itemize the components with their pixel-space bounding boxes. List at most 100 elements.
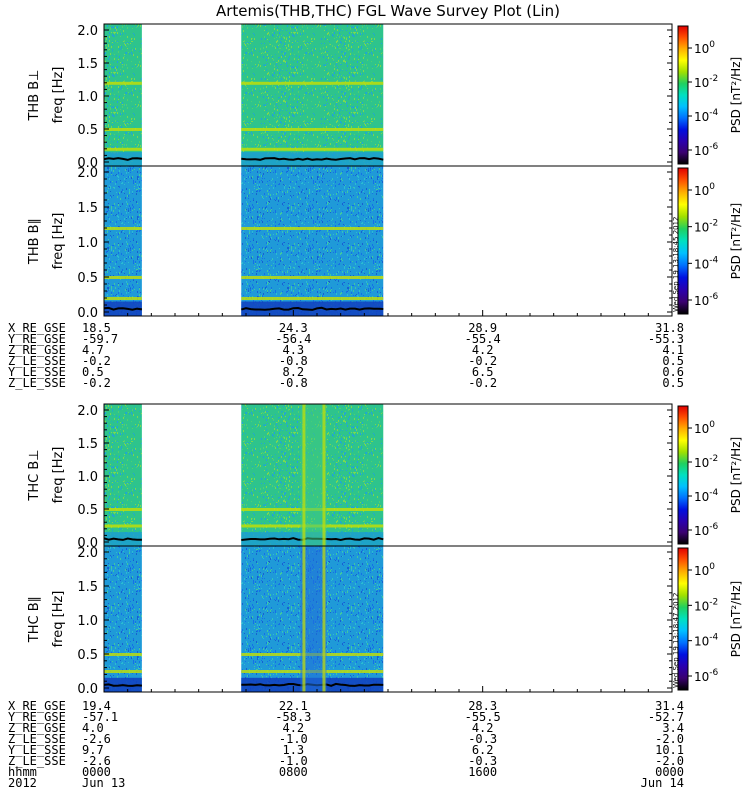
ephemeris-row-label: Z_LE_SSE [8,754,66,768]
timestamp-stamp: Wed Sep 19 13:18:45 2012 [672,216,680,312]
y-tick-label: 1.5 [77,57,98,72]
ephemeris-row-label: X_RE_GSE [8,321,66,335]
ephemeris-value: 0.5 [662,376,684,390]
y-axis-label: freq [Hz] [51,67,66,124]
ephemeris-row-label: Y_LE_SSE [8,743,66,757]
ephemeris-value: 4.3 [282,343,304,357]
ephemeris-value: 0000 [82,765,111,779]
ephemeris-value: -56.4 [275,332,311,346]
y-axis-label: freq [Hz] [51,447,66,504]
emission-line [104,147,142,151]
ephemeris-value: 6.5 [472,365,494,379]
colorbar-label: PSD [nT²/Hz] [729,57,743,133]
ephemeris-value: 3.4 [662,721,684,735]
spectrogram-panels: 0.0 0.5 1.0 1.5 2.0 freq [Hz] THB B⊥ 100 10-2 10-… [27,23,743,697]
y-tick-label: 2.0 [77,24,98,39]
panel-thb-perp: 0.0 0.5 1.0 1.5 2.0 freq [Hz] THB B⊥ 100 10-2 10-… [27,23,743,171]
y-tick-label: 1.0 [77,90,98,105]
colorbar-tick-label: 10-4 [694,633,719,649]
emission-line [241,227,384,230]
ephemeris-row-label: Y_LE_SSE [8,365,66,379]
ephemeris-value: -0.8 [279,354,308,368]
ephemeris-value: -55.5 [465,710,501,724]
ephemeris-value: 10.1 [655,743,684,757]
ephemeris-value: 4.2 [282,721,304,735]
panel-frame [103,23,673,167]
vertical-emission [302,404,306,546]
y-tick-label: 0.0 [77,536,98,551]
ephemeris-value: 1600 [468,765,497,779]
ephemeris-value: 31.4 [655,699,684,713]
colorbar-tick-label: 10-2 [694,454,718,470]
y-tick-label: 0.5 [77,123,98,138]
ephemeris-value: -58.3 [275,710,311,724]
ephemeris-value: 28.3 [468,699,497,713]
ephemeris-row-label: Y_RE_GSE [8,332,66,346]
ephemeris-value: 0000 [655,765,684,779]
colorbar-label: PSD [nT²/Hz] [729,203,743,279]
colorbar-tick-label: 10-6 [694,522,719,538]
ephemeris-value: -1.0 [279,754,308,768]
y-tick-label: 1.5 [77,201,98,216]
colorbar-tick-label: 10-6 [694,668,719,684]
vertical-emission [322,404,326,546]
colorbar-tick-label: 100 [694,420,715,436]
ephemeris-value: 28.9 [468,321,497,335]
ephemeris-row-label: Z_RE_GSE [8,721,66,735]
y-tick-label: 1.5 [77,437,98,452]
y-tick-label: 1.0 [77,470,98,485]
ephemeris-value: 22.1 [279,699,308,713]
y-tick-label: 1.5 [77,580,98,595]
ephemeris-value: 4.0 [82,721,104,735]
y-tick-label: 0.5 [77,503,98,518]
ephemeris-value: -2.0 [655,754,684,768]
colorbar-label: PSD [nT²/Hz] [729,581,743,657]
ephemeris-tables: X_RE_GSE 18.5 24.3 28.9 31.8 Y_RE_GSE -59.7 -56… [8,321,684,790]
panel-thc-par: 0.0 0.5 1.0 1.5 2.0 freq [Hz] THC B∥ 100 10-2 10-… [27,545,743,697]
emission-line [104,670,142,673]
panel-frame [103,403,673,547]
emission-line [241,276,384,279]
panel-label: THB B⊥ [27,69,42,121]
y-axis-label: freq [Hz] [51,213,66,270]
colorbar-tick-label: 10-4 [694,488,719,504]
panel-thc-perp: 0.0 0.5 1.0 1.5 2.0 freq [Hz] THC B⊥ 100 10-2 10-… [27,403,743,551]
emission-line [104,524,142,528]
colorbar-tick-label: 100 [694,40,715,56]
y-tick-label: 2.0 [77,404,98,419]
ephemeris-row-label: Z_LE_SSE [8,732,66,746]
ephemeris-value: 18.5 [82,321,111,335]
gyro-frequency-trace [103,157,143,161]
ephemeris-value: 4.1 [662,343,684,357]
emission-line [241,81,384,85]
gyro-frequency-trace [103,537,142,541]
emission-line [241,147,384,151]
emission-line [241,128,384,131]
y-axis-label: freq [Hz] [51,591,66,648]
ephemeris-value: 0800 [279,765,308,779]
colorbar-tick-label: 10-4 [694,255,719,271]
colorbar-tick-label: 10-6 [694,142,719,158]
emission-line [104,508,142,511]
y-tick-label: 0.0 [77,306,98,321]
ephemeris-value: -1.0 [279,732,308,746]
ephemeris-value: 1.3 [282,743,304,757]
timestamp-stamp: Wed Sep 19 13:18:47 2012 [672,592,680,688]
ephemeris-value: -0.2 [468,376,497,390]
ephemeris-row-label: 2012 [8,776,37,790]
ephemeris-thb: X_RE_GSE 18.5 24.3 28.9 31.8 Y_RE_GSE -59.7 -56… [8,321,684,390]
ephemeris-row-label: hhmm [8,765,37,779]
colorbar-tick-label: 10-6 [694,292,719,308]
spectrogram-block [104,546,142,692]
ephemeris-value: -55.4 [465,332,501,346]
ephemeris-thc: X_RE_GSE 19.4 22.1 28.3 31.4 Y_RE_GSE -57.1 -58… [8,699,684,790]
colorbar-tick-label: 10-4 [694,108,719,124]
gyro-frequency-trace [103,683,142,687]
y-tick-label: 2.0 [77,166,98,181]
y-tick-label: 0.0 [77,156,98,171]
ephemeris-value: -52.7 [648,710,684,724]
ephemeris-value: -2.0 [655,732,684,746]
chart-title: Artemis(THB,THC) FGL Wave Survey Plot (L… [216,2,560,20]
ephemeris-value: 24.3 [279,321,308,335]
